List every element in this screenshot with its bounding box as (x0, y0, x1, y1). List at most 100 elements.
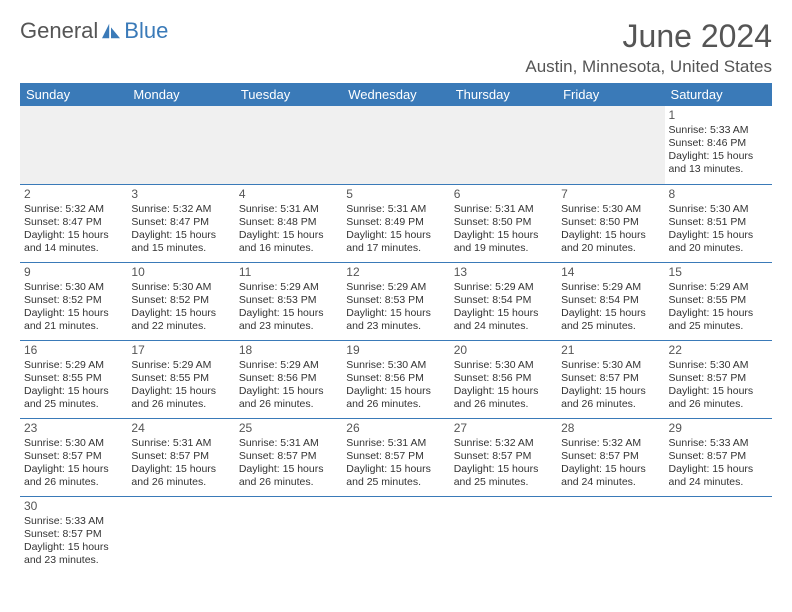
daylight-line: Daylight: 15 hours and 15 minutes. (131, 229, 230, 255)
sunset-line: Sunset: 8:50 PM (454, 216, 553, 229)
daylight-line: Daylight: 15 hours and 24 minutes. (561, 463, 660, 489)
sunset-line: Sunset: 8:57 PM (669, 450, 768, 463)
daylight-line: Daylight: 15 hours and 26 minutes. (131, 385, 230, 411)
day-number: 18 (239, 343, 338, 358)
sunset-line: Sunset: 8:57 PM (669, 372, 768, 385)
sunset-line: Sunset: 8:52 PM (131, 294, 230, 307)
day-number: 22 (669, 343, 768, 358)
sunrise-line: Sunrise: 5:32 AM (24, 203, 123, 216)
daylight-line: Daylight: 15 hours and 26 minutes. (346, 385, 445, 411)
calendar-day-cell (235, 106, 342, 184)
calendar-day-cell: 21Sunrise: 5:30 AMSunset: 8:57 PMDayligh… (557, 340, 664, 418)
header: General Blue June 2024 Austin, Minnesota… (20, 18, 772, 77)
daylight-line: Daylight: 15 hours and 16 minutes. (239, 229, 338, 255)
calendar-day-cell (342, 496, 449, 574)
daylight-line: Daylight: 15 hours and 24 minutes. (454, 307, 553, 333)
sunrise-line: Sunrise: 5:30 AM (561, 203, 660, 216)
day-number: 10 (131, 265, 230, 280)
calendar-day-cell: 10Sunrise: 5:30 AMSunset: 8:52 PMDayligh… (127, 262, 234, 340)
day-number: 30 (24, 499, 123, 514)
sunset-line: Sunset: 8:57 PM (131, 450, 230, 463)
sunset-line: Sunset: 8:51 PM (669, 216, 768, 229)
title-block: June 2024 Austin, Minnesota, United Stat… (525, 18, 772, 77)
daylight-line: Daylight: 15 hours and 25 minutes. (24, 385, 123, 411)
calendar-day-cell: 6Sunrise: 5:31 AMSunset: 8:50 PMDaylight… (450, 184, 557, 262)
day-header: Sunday (20, 83, 127, 106)
day-number: 13 (454, 265, 553, 280)
day-number: 9 (24, 265, 123, 280)
calendar-day-cell: 30Sunrise: 5:33 AMSunset: 8:57 PMDayligh… (20, 496, 127, 574)
sunset-line: Sunset: 8:55 PM (131, 372, 230, 385)
day-number: 16 (24, 343, 123, 358)
calendar-day-cell: 20Sunrise: 5:30 AMSunset: 8:56 PMDayligh… (450, 340, 557, 418)
day-number: 8 (669, 187, 768, 202)
calendar-day-cell: 3Sunrise: 5:32 AMSunset: 8:47 PMDaylight… (127, 184, 234, 262)
daylight-line: Daylight: 15 hours and 26 minutes. (561, 385, 660, 411)
day-number: 4 (239, 187, 338, 202)
day-header: Tuesday (235, 83, 342, 106)
calendar-day-cell (235, 496, 342, 574)
logo: General Blue (20, 18, 168, 44)
sail-icon (100, 22, 122, 40)
calendar-day-cell: 13Sunrise: 5:29 AMSunset: 8:54 PMDayligh… (450, 262, 557, 340)
sunrise-line: Sunrise: 5:31 AM (239, 437, 338, 450)
sunrise-line: Sunrise: 5:30 AM (561, 359, 660, 372)
sunset-line: Sunset: 8:56 PM (454, 372, 553, 385)
calendar-week: 2Sunrise: 5:32 AMSunset: 8:47 PMDaylight… (20, 184, 772, 262)
sunrise-line: Sunrise: 5:33 AM (669, 437, 768, 450)
sunset-line: Sunset: 8:57 PM (239, 450, 338, 463)
calendar-day-cell: 9Sunrise: 5:30 AMSunset: 8:52 PMDaylight… (20, 262, 127, 340)
daylight-line: Daylight: 15 hours and 17 minutes. (346, 229, 445, 255)
day-number: 17 (131, 343, 230, 358)
sunset-line: Sunset: 8:52 PM (24, 294, 123, 307)
calendar-day-cell (665, 496, 772, 574)
sunset-line: Sunset: 8:57 PM (24, 528, 123, 541)
daylight-line: Daylight: 15 hours and 23 minutes. (24, 541, 123, 567)
sunrise-line: Sunrise: 5:32 AM (131, 203, 230, 216)
calendar-day-cell (557, 496, 664, 574)
calendar-week: 30Sunrise: 5:33 AMSunset: 8:57 PMDayligh… (20, 496, 772, 574)
day-number: 24 (131, 421, 230, 436)
sunset-line: Sunset: 8:55 PM (669, 294, 768, 307)
sunset-line: Sunset: 8:54 PM (561, 294, 660, 307)
sunrise-line: Sunrise: 5:31 AM (131, 437, 230, 450)
calendar-day-cell: 4Sunrise: 5:31 AMSunset: 8:48 PMDaylight… (235, 184, 342, 262)
day-header: Wednesday (342, 83, 449, 106)
calendar-day-cell: 23Sunrise: 5:30 AMSunset: 8:57 PMDayligh… (20, 418, 127, 496)
calendar-day-cell: 19Sunrise: 5:30 AMSunset: 8:56 PMDayligh… (342, 340, 449, 418)
sunset-line: Sunset: 8:57 PM (561, 450, 660, 463)
daylight-line: Daylight: 15 hours and 25 minutes. (561, 307, 660, 333)
sunset-line: Sunset: 8:47 PM (131, 216, 230, 229)
day-number: 20 (454, 343, 553, 358)
calendar-day-cell: 27Sunrise: 5:32 AMSunset: 8:57 PMDayligh… (450, 418, 557, 496)
calendar-day-cell (450, 496, 557, 574)
sunrise-line: Sunrise: 5:29 AM (24, 359, 123, 372)
sunrise-line: Sunrise: 5:32 AM (454, 437, 553, 450)
day-number: 19 (346, 343, 445, 358)
day-header-row: Sunday Monday Tuesday Wednesday Thursday… (20, 83, 772, 106)
calendar-day-cell: 22Sunrise: 5:30 AMSunset: 8:57 PMDayligh… (665, 340, 772, 418)
sunrise-line: Sunrise: 5:29 AM (346, 281, 445, 294)
sunrise-line: Sunrise: 5:29 AM (239, 359, 338, 372)
calendar-day-cell: 16Sunrise: 5:29 AMSunset: 8:55 PMDayligh… (20, 340, 127, 418)
calendar-week: 16Sunrise: 5:29 AMSunset: 8:55 PMDayligh… (20, 340, 772, 418)
daylight-line: Daylight: 15 hours and 20 minutes. (561, 229, 660, 255)
sunrise-line: Sunrise: 5:29 AM (561, 281, 660, 294)
sunset-line: Sunset: 8:53 PM (239, 294, 338, 307)
day-header: Saturday (665, 83, 772, 106)
calendar-day-cell: 11Sunrise: 5:29 AMSunset: 8:53 PMDayligh… (235, 262, 342, 340)
day-header: Friday (557, 83, 664, 106)
daylight-line: Daylight: 15 hours and 26 minutes. (239, 385, 338, 411)
calendar-week: 1Sunrise: 5:33 AMSunset: 8:46 PMDaylight… (20, 106, 772, 184)
daylight-line: Daylight: 15 hours and 23 minutes. (239, 307, 338, 333)
day-number: 3 (131, 187, 230, 202)
day-number: 6 (454, 187, 553, 202)
day-number: 1 (669, 108, 768, 123)
calendar-day-cell: 26Sunrise: 5:31 AMSunset: 8:57 PMDayligh… (342, 418, 449, 496)
day-number: 25 (239, 421, 338, 436)
day-number: 14 (561, 265, 660, 280)
daylight-line: Daylight: 15 hours and 24 minutes. (669, 463, 768, 489)
sunset-line: Sunset: 8:48 PM (239, 216, 338, 229)
day-number: 15 (669, 265, 768, 280)
sunset-line: Sunset: 8:56 PM (239, 372, 338, 385)
